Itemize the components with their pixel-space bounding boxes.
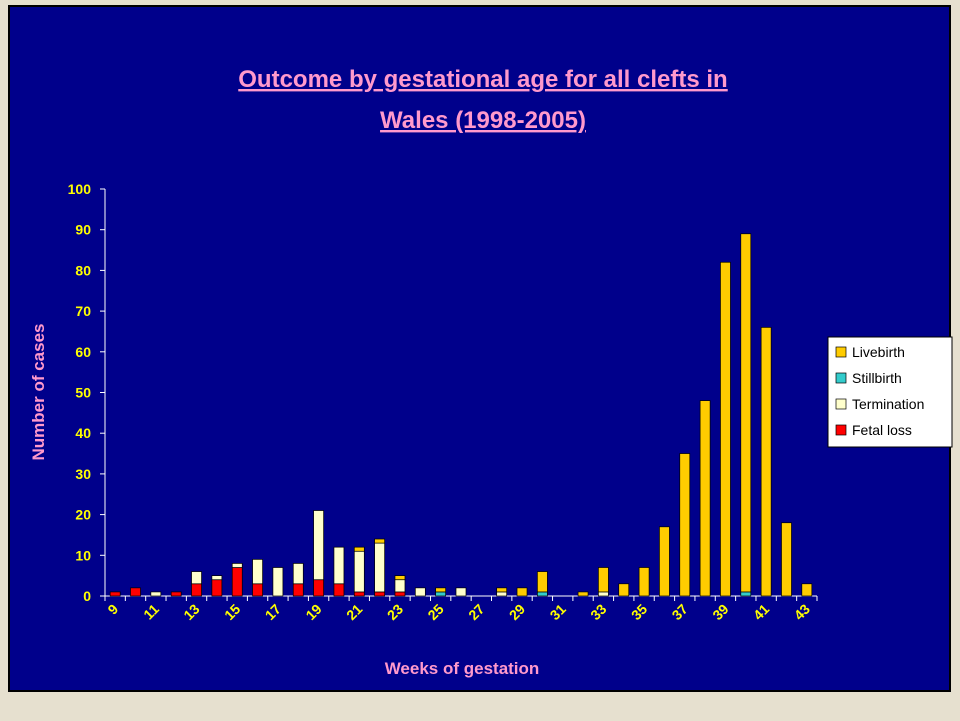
bar-segment [679, 453, 691, 597]
bar-segment [191, 571, 202, 585]
legend-swatch [835, 424, 847, 436]
bar-segment [394, 575, 406, 581]
bar-segment [191, 583, 202, 597]
bar-segment [740, 591, 752, 597]
bar-segment [272, 567, 284, 597]
bar-segment [598, 591, 609, 597]
bar-segment [353, 546, 365, 552]
bar-segment [394, 591, 406, 597]
bar-segment [292, 583, 304, 597]
bar-segment [231, 567, 243, 597]
bar-segment [760, 327, 772, 597]
bar-segment [211, 579, 223, 597]
y-tick-label: 100 [68, 181, 92, 197]
y-tick-label: 90 [75, 222, 91, 238]
y-tick-label: 20 [75, 507, 91, 523]
bar-segment [537, 591, 548, 597]
bar-segment [699, 400, 711, 597]
legend-swatch [835, 372, 847, 384]
bar-segment [801, 583, 813, 597]
bar-segment [109, 591, 121, 597]
y-tick-label: 10 [75, 547, 91, 563]
legend-label: Stillbirth [852, 370, 902, 386]
bar-segment [537, 571, 548, 593]
chart-title: Outcome by gestational age for all cleft… [238, 66, 727, 93]
y-tick-label: 60 [75, 344, 91, 360]
bar-segment [659, 526, 670, 597]
bar-segment [292, 563, 304, 585]
bar-segment [353, 550, 365, 593]
bar-segment [333, 583, 345, 597]
y-axis-label: Number of cases [29, 324, 48, 461]
bar-segment [374, 538, 385, 544]
chart-panel [8, 5, 951, 692]
bar-segment [435, 587, 447, 593]
bar-segment [150, 591, 162, 597]
bar-segment [496, 591, 508, 597]
bar-segment [435, 591, 447, 597]
bar-segment [740, 233, 752, 593]
bar-segment [516, 587, 528, 597]
bar-segment [598, 567, 609, 593]
legend-label: Livebirth [852, 344, 905, 360]
bar-segment [353, 591, 365, 597]
bar-segment [374, 591, 385, 597]
bar-segment [414, 587, 426, 597]
bar-segment [313, 510, 324, 581]
y-tick-label: 0 [83, 588, 91, 604]
y-tick-label: 40 [75, 425, 91, 441]
bar-segment [252, 559, 263, 585]
bar-segment [374, 542, 385, 593]
bar-segment [496, 587, 508, 593]
bar-segment [333, 546, 345, 585]
bar-segment [231, 563, 243, 568]
y-tick-label: 70 [75, 303, 91, 319]
bar-segment [130, 587, 141, 597]
bar-segment [455, 587, 467, 597]
bar-segment [720, 261, 731, 597]
legend [827, 336, 953, 448]
bar-segment [394, 579, 406, 593]
bar-segment [313, 579, 324, 597]
bar-segment [170, 591, 182, 597]
bar-segment [577, 591, 589, 597]
y-tick-label: 80 [75, 262, 91, 278]
bar-segment [211, 575, 223, 581]
bar-segment [618, 583, 630, 597]
chart-title: Wales (1998-2005) [380, 107, 586, 134]
legend-label: Fetal loss [852, 422, 912, 438]
legend-swatch [835, 398, 847, 410]
y-tick-label: 50 [75, 385, 91, 401]
bar-segment [781, 522, 792, 597]
x-axis-label: Weeks of gestation [385, 659, 540, 678]
legend-swatch [835, 346, 847, 358]
bar-segment [638, 567, 650, 597]
y-tick-label: 30 [75, 466, 91, 482]
legend-label: Termination [852, 396, 924, 412]
bar-segment [252, 583, 263, 597]
